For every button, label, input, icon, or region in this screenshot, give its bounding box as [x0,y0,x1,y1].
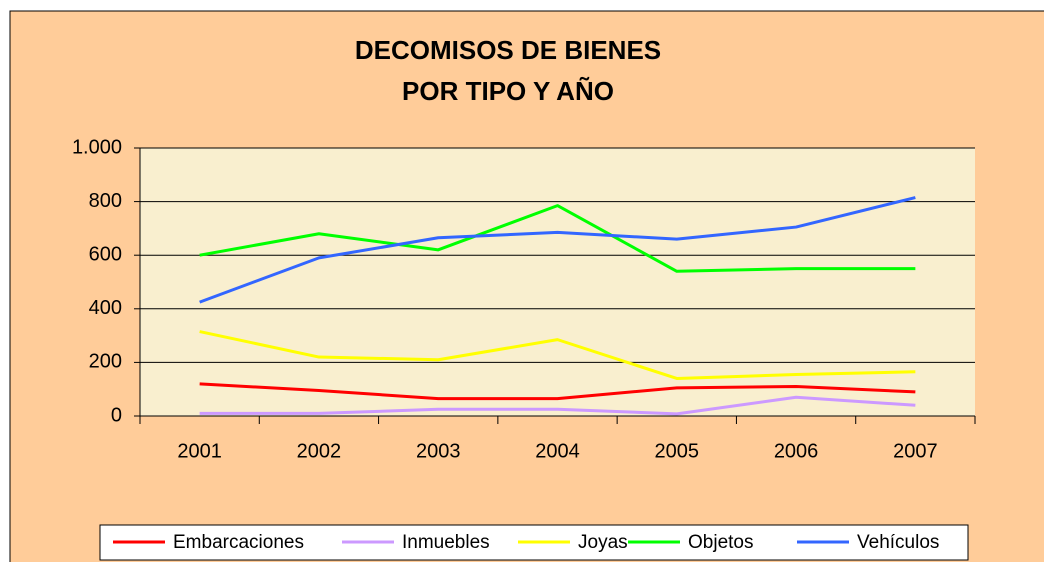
x-tick-label: 2005 [655,440,700,462]
x-tick-label: 2006 [774,440,819,462]
x-tick-label: 2004 [535,440,580,462]
legend-label: Inmuebles [402,532,490,553]
series-line [199,330,916,380]
legend-label: Objetos [688,532,753,553]
x-tick-label: 2002 [297,440,342,462]
chart-title: DECOMISOS DE BIENES [355,35,661,65]
series-line [199,395,916,416]
y-tick-label: 0 [111,404,122,426]
series-line [199,382,916,401]
series-line [199,204,916,273]
y-tick-label: 600 [89,243,122,265]
legend-label: Embarcaciones [173,532,304,553]
legend-label: Joyas [578,532,628,553]
plot-area [140,148,975,416]
y-tick-label: 200 [89,351,122,373]
y-tick-label: 800 [89,190,122,212]
y-tick-label: 400 [89,297,122,319]
y-tick-label: 1.000 [72,136,122,158]
x-tick-label: 2001 [177,440,222,462]
chart-title: POR TIPO Y AÑO [402,76,614,106]
x-tick-label: 2007 [893,440,938,462]
legend-label: Vehículos [857,532,939,553]
series-line [199,196,916,304]
x-tick-label: 2003 [416,440,461,462]
